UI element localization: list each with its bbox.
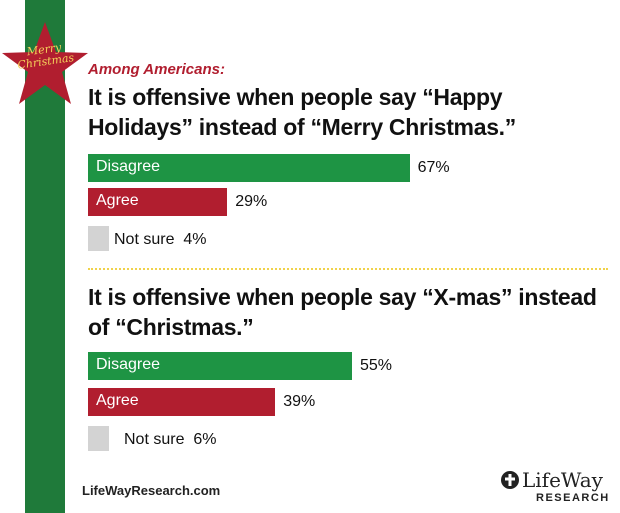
chart-1-label-not-sure: Not sure 4% bbox=[114, 231, 206, 249]
chart-2-value-agree: 39% bbox=[283, 393, 316, 410]
chart-1-bar-agree: Agree bbox=[88, 188, 228, 216]
logo-subtitle: RESEARCH bbox=[536, 492, 610, 504]
chart-1-title: It is offensive when people say “Happy H… bbox=[88, 84, 516, 140]
chart-1-value-not-sure: 4% bbox=[183, 231, 207, 248]
chart-1-value-agree: 29% bbox=[235, 193, 268, 210]
chart-2-bar-agree: Agree bbox=[88, 388, 276, 416]
chart-1-label-agree: Agree bbox=[96, 192, 139, 209]
chart-2-label-not-sure: Not sure 6% bbox=[124, 431, 216, 449]
chart-1-bar-not-sure bbox=[88, 226, 109, 251]
chart-1-value-disagree: 67% bbox=[417, 159, 450, 176]
chart-2-title: It is offensive when people say “X-mas” … bbox=[88, 284, 597, 340]
chart-2-label-disagree: Disagree bbox=[96, 356, 161, 373]
subtitle: Among Americans: bbox=[88, 61, 225, 78]
lifeway-logo: LifeWay RESEARCH bbox=[500, 468, 615, 508]
lifeway-logo-icon bbox=[501, 471, 519, 489]
divider bbox=[88, 268, 608, 270]
chart-2-bar-disagree: Disagree bbox=[88, 352, 352, 380]
chart-1-label-disagree: Disagree bbox=[96, 158, 161, 175]
star-badge-icon bbox=[2, 22, 88, 104]
chart-2-not-sure-category: Not sure bbox=[124, 431, 185, 448]
chart-2-bar-not-sure bbox=[88, 426, 109, 451]
chart-2-label-agree: Agree bbox=[96, 392, 139, 409]
website-link[interactable]: LifeWayResearch.com bbox=[82, 483, 221, 498]
chart-2-value-disagree: 55% bbox=[360, 357, 393, 374]
chart-2-value-not-sure: 6% bbox=[193, 431, 217, 448]
chart-1-bar-disagree: Disagree bbox=[88, 154, 410, 182]
logo-name: LifeWay bbox=[522, 468, 603, 492]
chart-1-not-sure-category: Not sure bbox=[114, 231, 175, 248]
